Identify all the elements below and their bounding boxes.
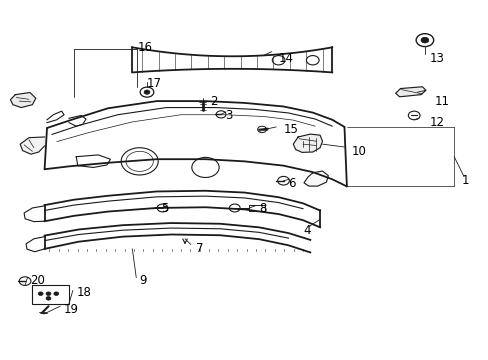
Text: 19: 19 [64, 303, 79, 316]
Circle shape [420, 37, 428, 43]
Text: 13: 13 [429, 51, 444, 64]
Text: 6: 6 [288, 177, 295, 190]
Text: 8: 8 [259, 202, 266, 215]
Text: 4: 4 [303, 224, 310, 237]
Circle shape [54, 292, 59, 296]
Text: 12: 12 [429, 116, 444, 129]
Text: 3: 3 [224, 109, 232, 122]
Circle shape [38, 292, 43, 296]
Text: 17: 17 [147, 77, 162, 90]
Circle shape [144, 90, 150, 94]
Text: 11: 11 [434, 95, 449, 108]
Text: 2: 2 [210, 95, 218, 108]
Circle shape [46, 292, 51, 296]
Text: 7: 7 [195, 242, 203, 255]
Text: 18: 18 [76, 287, 91, 300]
Text: 9: 9 [140, 274, 147, 287]
Polygon shape [304, 171, 328, 186]
Text: 16: 16 [137, 41, 152, 54]
Text: 14: 14 [278, 51, 293, 64]
Polygon shape [395, 87, 425, 97]
Circle shape [46, 297, 51, 300]
Text: 5: 5 [161, 202, 169, 215]
Text: 15: 15 [283, 123, 298, 136]
Text: 1: 1 [461, 174, 468, 186]
Text: 20: 20 [30, 274, 45, 287]
Text: 10: 10 [351, 145, 366, 158]
Polygon shape [20, 137, 44, 154]
Polygon shape [293, 134, 322, 152]
Polygon shape [10, 93, 36, 108]
